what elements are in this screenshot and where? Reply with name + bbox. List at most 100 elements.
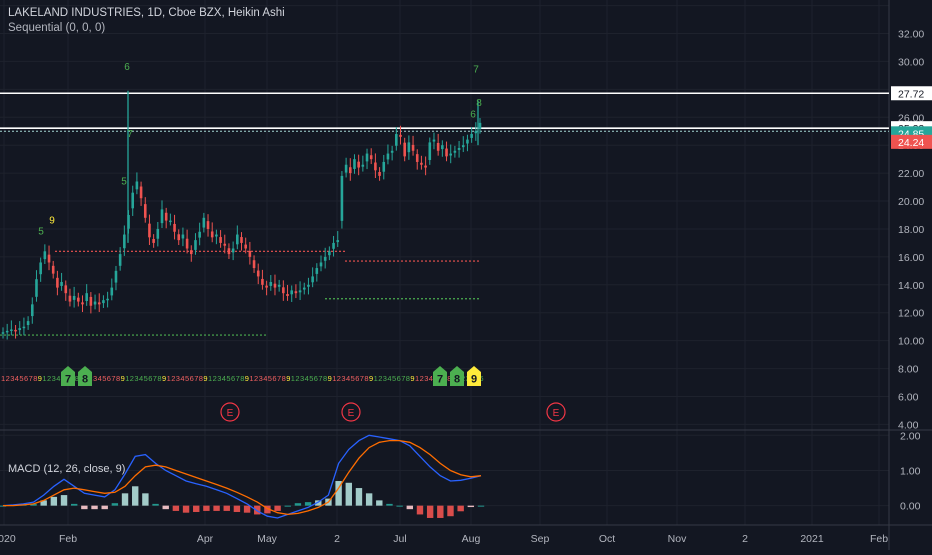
axes: 4.006.008.0010.0012.0014.0016.0018.0020.… xyxy=(0,29,932,545)
macd-histogram-bar xyxy=(254,505,261,515)
candle-body xyxy=(173,223,176,232)
td-strip-digit: 7 xyxy=(401,374,405,383)
candle-body xyxy=(169,220,172,223)
candle-body xyxy=(478,122,482,129)
level-lines xyxy=(0,92,889,336)
macd-histogram-bar xyxy=(101,505,108,510)
candle-body xyxy=(215,234,218,237)
td-strip-digit: 7 xyxy=(194,374,198,383)
candle-body xyxy=(240,237,243,243)
td-strip-digit: 8 xyxy=(447,374,451,383)
setup-count-box xyxy=(450,366,464,386)
candle-body xyxy=(466,139,469,144)
setup-count-box-label: 7 xyxy=(65,374,71,386)
candle-body xyxy=(118,254,122,266)
macd-histogram-bar xyxy=(182,505,190,513)
candle-body xyxy=(77,297,80,302)
td-strip-digit: 6 xyxy=(355,374,359,383)
macd-legend[interactable]: MACD (12, 26, close, 9) xyxy=(8,463,126,475)
earnings-marker-label: E xyxy=(227,408,234,419)
candle-body xyxy=(39,262,42,275)
candle-body xyxy=(143,204,147,218)
candle-body xyxy=(403,142,406,157)
td-strip-digit: 6 xyxy=(148,374,152,383)
td-strip-digit: 1 xyxy=(167,374,171,383)
candle-body xyxy=(361,164,365,167)
macd-histogram-bar xyxy=(304,502,312,506)
td-strip-digit: 4 xyxy=(305,374,309,383)
candle-body xyxy=(436,142,440,151)
candle-body xyxy=(68,295,72,302)
td-strip-digit: 7 xyxy=(153,374,157,383)
price-axis-tick-label: 6.00 xyxy=(898,391,919,403)
td-strip-digit: 4 xyxy=(98,374,102,383)
td-counts: 5965776812345678912345678912345678912345… xyxy=(1,62,566,422)
macd-histogram-bar xyxy=(121,493,129,506)
candle-body xyxy=(265,285,268,288)
td-strip-digit: 8 xyxy=(75,374,79,383)
macd-histogram-bar xyxy=(345,482,352,506)
td-strip-digit: 6 xyxy=(479,374,483,383)
td-strip-digit: 2 xyxy=(171,374,175,383)
candle-body xyxy=(114,270,118,283)
candle-body xyxy=(244,244,247,249)
setup-count-box-label: 8 xyxy=(454,374,460,386)
candle-body xyxy=(269,282,273,286)
price-axis-tick-label: 4.00 xyxy=(898,419,919,431)
td-count-label: 8 xyxy=(476,98,482,109)
symbol-title[interactable]: LAKELAND INDUSTRIES, 1D, Cboe BZX, Heiki… xyxy=(8,7,285,19)
td-strip-digit: 8 xyxy=(406,374,410,383)
td-count-label: 7 xyxy=(473,65,479,76)
td-strip-digit: 4 xyxy=(222,374,226,383)
td-strip-digit: 3 xyxy=(52,374,56,383)
indicator-legend[interactable]: Sequential (0, 0, 0) xyxy=(8,22,106,34)
price-axis-tick-label: 14.00 xyxy=(898,280,924,292)
candle-body xyxy=(131,192,135,209)
candle-body xyxy=(461,145,465,148)
candle-body xyxy=(348,167,352,174)
macd-pane xyxy=(0,434,485,519)
candle-body xyxy=(315,268,319,274)
td-strip-digit: 7 xyxy=(29,374,33,383)
td-strip-digit: 8 xyxy=(199,374,203,383)
macd-histogram-bar xyxy=(457,505,464,512)
td-strip-digit: 9 xyxy=(245,374,249,383)
candle-body xyxy=(43,251,47,260)
macd-histogram-bar xyxy=(406,505,414,510)
candle-body xyxy=(256,270,260,277)
macd-histogram-bar xyxy=(172,505,180,511)
time-axis-tick-label: 2020 xyxy=(0,533,16,545)
candle-body xyxy=(26,321,30,326)
price-axis-tick-label: 30.00 xyxy=(898,56,924,68)
setup-count-box-label: 9 xyxy=(471,374,477,386)
setup-count-box xyxy=(433,366,447,386)
td-strip-digit: 4 xyxy=(139,374,143,383)
candle-body xyxy=(286,294,289,296)
candle-body xyxy=(210,231,214,238)
td-strip-digit: 6 xyxy=(231,374,235,383)
setup-count-box-label: 7 xyxy=(437,374,443,386)
time-axis-tick-label: Sep xyxy=(531,533,550,545)
candle-body xyxy=(248,251,252,257)
candle-body xyxy=(290,290,294,295)
macd-histogram-bar xyxy=(315,500,322,506)
candle-body xyxy=(206,221,210,229)
candle-body xyxy=(160,209,164,224)
candle-body xyxy=(302,287,306,290)
candle-body xyxy=(60,282,63,286)
td-strip-digit: 5 xyxy=(226,374,230,383)
td-strip-digit: 3 xyxy=(383,374,387,383)
candle-body xyxy=(164,212,168,221)
candle-body xyxy=(386,153,390,160)
macd-histogram-bar xyxy=(284,505,291,507)
candle-body xyxy=(10,329,13,331)
td-strip-digit: 1 xyxy=(291,374,295,383)
time-axis-tick-label: Feb xyxy=(870,533,888,545)
time-axis-tick-label: 2 xyxy=(334,533,340,545)
macd-histogram-bar xyxy=(50,496,58,506)
candle-body xyxy=(177,234,181,241)
td-strip-digit: 9 xyxy=(369,374,373,383)
